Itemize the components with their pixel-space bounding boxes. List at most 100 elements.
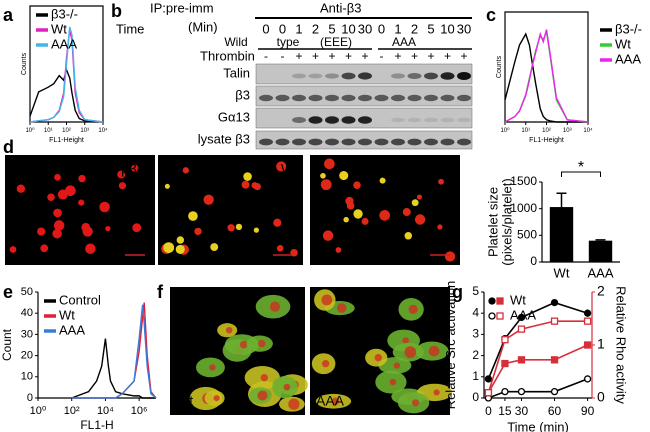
x-tick-label: 30	[515, 404, 529, 418]
lane-time: 5	[328, 21, 335, 36]
blot-ip-label: IP:pre-imm	[150, 0, 214, 15]
platelet	[164, 183, 170, 189]
panel-label: b	[111, 1, 122, 21]
lane-time: 30	[457, 21, 471, 36]
blot-band	[292, 94, 306, 102]
y-tick-label: 5	[472, 284, 479, 298]
blot-treatment: Thrombin	[200, 48, 255, 63]
blot-band	[308, 73, 323, 79]
platelet	[437, 224, 443, 230]
lane-group: Wild	[224, 35, 247, 49]
blot-band	[424, 94, 438, 102]
y-tick-label: 1500	[510, 174, 537, 188]
series-line	[71, 338, 156, 399]
marker	[517, 313, 526, 322]
legend-label: AAA	[59, 322, 85, 337]
x-tick-label: 90	[581, 404, 595, 418]
platelet	[253, 227, 259, 233]
blot-band	[325, 94, 339, 102]
cell-core	[269, 301, 281, 312]
lane-treatment: +	[444, 49, 451, 63]
x-tick-label: 10¹	[521, 128, 530, 134]
blot-band	[391, 138, 405, 146]
platelet	[346, 202, 355, 210]
y-tick-label: 1	[472, 369, 479, 383]
lane-time: 1	[394, 21, 401, 36]
platelet	[52, 228, 62, 239]
marker	[550, 298, 559, 307]
x-tick-label: 10⁶	[131, 405, 148, 417]
marker	[550, 317, 559, 325]
lane-group: type	[277, 35, 300, 49]
blot-time-label: Time	[116, 21, 144, 36]
cell-core	[331, 397, 340, 406]
y-tick-label: 3	[472, 327, 479, 341]
platelet	[54, 173, 61, 181]
cell-core	[393, 362, 401, 369]
marker	[501, 387, 509, 396]
blot-band	[358, 94, 372, 102]
platelet	[251, 182, 258, 189]
lane-treatment: +	[411, 49, 418, 63]
platelet	[203, 194, 214, 205]
x-axis-label: Time (min)	[507, 419, 569, 432]
platelet	[320, 179, 332, 191]
x-tick-label: 10²	[542, 128, 551, 134]
lane-treatment: +	[312, 49, 319, 63]
x-tick-label: 10⁴	[98, 127, 108, 134]
platelet	[402, 208, 411, 217]
platelet	[404, 232, 413, 240]
legend-label: AAA	[51, 36, 77, 51]
lane-time: 1	[295, 21, 302, 36]
blot-band	[457, 94, 471, 102]
y-tick-label: 4	[472, 305, 479, 319]
legend-label: Wt	[51, 21, 67, 36]
y-tick-label: 2	[472, 348, 479, 362]
blot-row-label: Gα13	[218, 109, 250, 124]
blot-band	[457, 138, 471, 146]
panel-label: d	[3, 137, 14, 157]
lane-treatment: +	[328, 49, 335, 63]
y2-axis-label: Relative Rho activity	[614, 286, 629, 404]
platelet	[78, 199, 85, 206]
bar	[549, 207, 574, 262]
cell-core	[412, 399, 420, 407]
lane-treatment: -	[281, 49, 285, 63]
x-tick-label: 10⁰	[25, 127, 35, 134]
marker	[583, 375, 592, 383]
micrograph-label: Wt	[176, 393, 193, 409]
blot-band	[457, 117, 471, 123]
cell-core	[404, 346, 417, 359]
micrograph-label: AAA	[427, 161, 456, 177]
x-tick-label: 10⁰	[500, 127, 510, 134]
blot-band	[407, 73, 422, 79]
cell-core	[433, 389, 440, 396]
platelet	[411, 199, 419, 207]
cell-core	[288, 398, 300, 410]
series-line	[29, 26, 104, 123]
blot-row-label: lysate β3	[198, 131, 250, 146]
platelet	[210, 243, 219, 252]
y-tick-label: 40	[21, 307, 33, 319]
platelet	[78, 174, 86, 183]
blot-band	[275, 94, 290, 102]
cell-core	[321, 294, 333, 306]
marker	[488, 312, 496, 320]
blot-band	[374, 94, 389, 102]
significance-bracket	[561, 171, 601, 177]
legend-label: Wt	[510, 292, 526, 307]
cell-core	[283, 383, 291, 391]
platelet	[188, 211, 198, 221]
platelet	[85, 243, 96, 254]
platelet	[416, 194, 423, 200]
lane-treatment: +	[460, 49, 467, 63]
cell-core	[239, 340, 248, 349]
lane-time: 5	[427, 21, 434, 36]
platelet	[243, 172, 252, 181]
micrograph-label: Wt	[281, 161, 298, 177]
lane-time: 2	[312, 21, 319, 36]
blot-band	[341, 116, 356, 124]
blot-band	[308, 138, 323, 146]
cell-core	[336, 303, 347, 313]
lane-treatment: +	[427, 49, 434, 63]
